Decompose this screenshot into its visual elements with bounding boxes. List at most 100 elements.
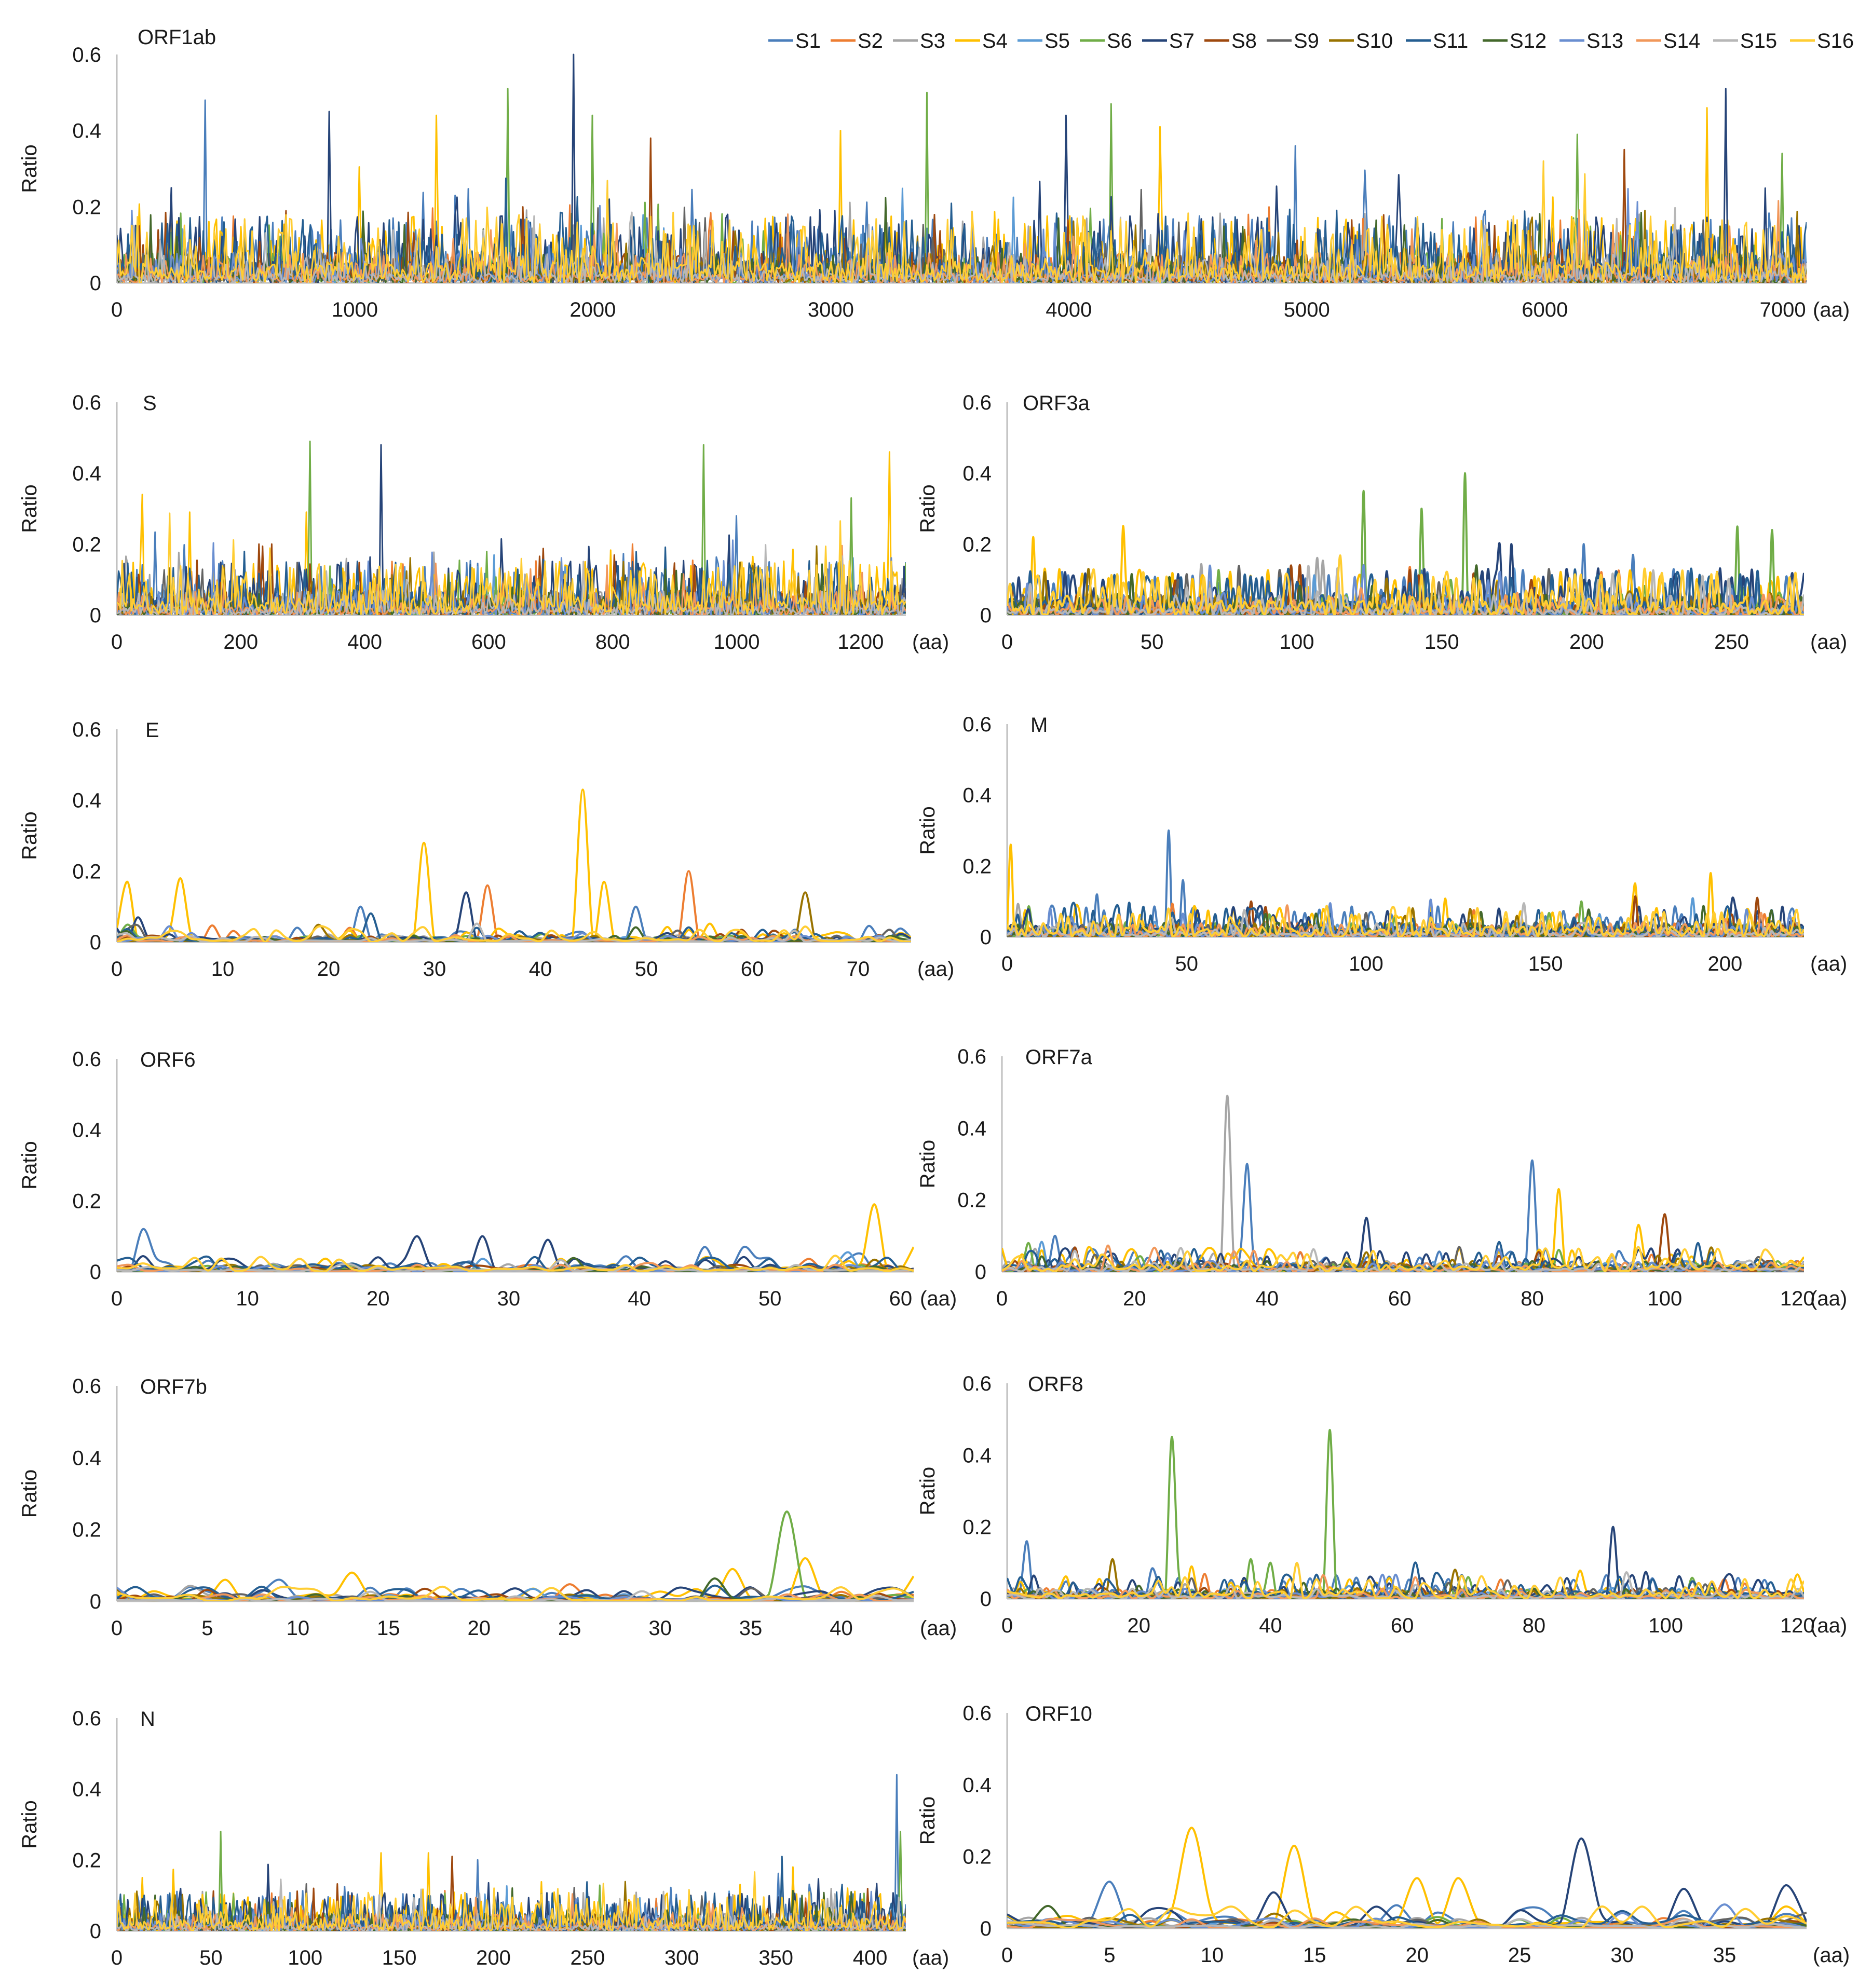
series-lines	[117, 440, 906, 615]
legend-item-s11: S11	[1406, 30, 1468, 52]
chart-panel-orf7b: 0 0.2 0.4 0.6 0 5 10 15 20 25 30 35 40 (aa) Ratio ORF7b	[18, 1375, 957, 1640]
y-tick-label: 0.2	[72, 533, 101, 556]
series-lines	[117, 1203, 914, 1272]
y-tick-label: 0.2	[72, 860, 101, 883]
y-axis-title: Ratio	[916, 1467, 939, 1515]
y-tick-label: 0.4	[72, 462, 101, 485]
y-tick-label: 0.4	[962, 1774, 992, 1796]
x-tick-label: 70	[847, 958, 870, 981]
y-tick-label: 0.4	[72, 1119, 101, 1142]
x-tick-label: 1200	[837, 631, 884, 653]
x-tick-label: 10	[1201, 1944, 1224, 1967]
series-line-s3	[1002, 1095, 1804, 1272]
chart-panel-orf1ab: 0 0.2 0.4 0.6 0 1000 2000 3000 4000 5000 6000 7000 (…	[18, 26, 1850, 321]
x-tick-label: 50	[199, 1946, 223, 1969]
legend: S1 S2 S3 S4 S5 S6 S7 S8 S9 S10 S11 S12 S13 S14 S15 S16	[768, 30, 1854, 52]
y-axis-title: Ratio	[18, 1141, 41, 1189]
legend-label: S5	[1044, 30, 1070, 52]
series-line-s16	[117, 1871, 906, 1931]
x-tick-label: 800	[595, 631, 630, 653]
y-tick-label: 0.6	[72, 1707, 101, 1730]
series-line-s16	[1007, 1905, 1807, 1928]
x-tick-label: 60	[1388, 1287, 1412, 1310]
chart-panel-m: 0 0.2 0.4 0.6 0 50 100 150 200 (aa) Ratio M	[916, 713, 1847, 975]
y-tick-label: 0.6	[962, 713, 992, 736]
y-tick-label: 0.2	[962, 1846, 992, 1869]
legend-label: S16	[1817, 30, 1854, 52]
legend-label: S14	[1663, 30, 1700, 52]
x-tick-label: 0	[1001, 952, 1013, 975]
series-line-s16	[117, 1585, 914, 1601]
y-axis-title: Ratio	[18, 1469, 41, 1518]
chart-title: ORF8	[1028, 1373, 1083, 1396]
series-line-s11	[1007, 1910, 1807, 1928]
x-axis-unit: (aa)	[1810, 1287, 1847, 1310]
x-tick-label: 2000	[569, 298, 616, 321]
series-lines	[117, 1510, 914, 1601]
legend-item-s3: S3	[893, 30, 945, 52]
chart-panel-orf3a: 0 0.2 0.4 0.6 0 50 100 150 200 250 (aa) Ratio ORF3a	[916, 391, 1847, 653]
x-tick-label: 15	[377, 1617, 400, 1640]
chart-panel-s: 0 0.2 0.4 0.6 0 200 400 600 800 1000 1200 (aa) Ratio…	[18, 391, 949, 653]
y-axis-title: Ratio	[18, 1800, 41, 1848]
y-axis-title: Ratio	[916, 1140, 939, 1188]
x-axis-unit: (aa)	[920, 1617, 957, 1640]
x-tick-label: 0	[111, 1946, 123, 1969]
x-tick-label: 3000	[808, 298, 854, 321]
chart-title: ORF10	[1025, 1703, 1092, 1725]
x-tick-label: 0	[996, 1287, 1008, 1310]
x-tick-label: 20	[1123, 1287, 1146, 1310]
x-tick-label: 35	[1713, 1944, 1737, 1967]
x-tick-label: 5000	[1284, 298, 1330, 321]
x-tick-label: 80	[1523, 1614, 1546, 1637]
legend-label: S4	[982, 30, 1008, 52]
series-line-s7	[1007, 1837, 1807, 1928]
x-tick-label: 0	[1001, 1614, 1013, 1637]
series-lines	[117, 53, 1807, 283]
x-tick-label: 60	[741, 958, 764, 981]
legend-item-s5: S5	[1018, 30, 1070, 52]
y-tick-label: 0.2	[72, 1849, 101, 1872]
chart-panel-orf10: 0 0.2 0.4 0.6 0 5 10 15 20 25 30 35 (aa) Ratio ORF10	[916, 1702, 1850, 1967]
y-tick-label: 0.4	[72, 1447, 101, 1469]
x-tick-label: 150	[1425, 631, 1459, 653]
x-tick-label: 40	[1259, 1614, 1282, 1637]
legend-item-s7: S7	[1142, 30, 1195, 52]
x-tick-label: 60	[1391, 1614, 1414, 1637]
y-axis-title: Ratio	[916, 806, 939, 854]
x-axis-unit: (aa)	[912, 631, 949, 653]
series-lines	[1002, 1095, 1804, 1272]
y-tick-label: 0.6	[72, 1375, 101, 1398]
chart-panel-n: 0 0.2 0.4 0.6 0 50 100 150 200 250 300 350 400 (aa) Ra…	[18, 1707, 949, 1969]
y-tick-label: 0.2	[957, 1189, 986, 1212]
y-tick-label: 0	[980, 926, 992, 949]
x-tick-label: 100	[1280, 631, 1314, 653]
series-line-s15	[1007, 1918, 1807, 1928]
x-tick-label: 50	[758, 1287, 782, 1310]
x-tick-label: 60	[889, 1287, 913, 1310]
y-axis-title: Ratio	[18, 811, 41, 860]
chart-panel-orf6: 0 0.2 0.4 0.6 0 10 20 30 40 50 60 (aa) Ratio ORF6	[18, 1048, 957, 1310]
y-tick-label: 0.4	[72, 120, 101, 143]
x-axis-unit: (aa)	[1810, 1614, 1847, 1637]
chart-title: S	[143, 392, 157, 415]
y-tick-label: 0.4	[962, 784, 992, 807]
legend-label: S8	[1231, 30, 1257, 52]
legend-label: S2	[858, 30, 883, 52]
x-tick-label: 30	[1610, 1944, 1634, 1967]
y-tick-label: 0.4	[962, 1444, 992, 1467]
series-line-s15	[117, 922, 911, 942]
legend-item-s14: S14	[1636, 30, 1700, 52]
x-tick-label: 100	[288, 1946, 322, 1969]
legend-item-s15: S15	[1713, 30, 1777, 52]
legend-item-s4: S4	[955, 30, 1008, 52]
x-tick-label: 6000	[1522, 298, 1568, 321]
x-tick-label: 10	[211, 958, 235, 981]
x-tick-label: 10	[287, 1617, 310, 1640]
x-tick-label: 0	[111, 958, 123, 981]
x-axis-unit: (aa)	[917, 958, 954, 981]
x-tick-label: 30	[497, 1287, 521, 1310]
x-tick-label: 250	[571, 1946, 605, 1969]
y-tick-label: 0.6	[72, 718, 101, 741]
legend-item-s9: S9	[1267, 30, 1319, 52]
